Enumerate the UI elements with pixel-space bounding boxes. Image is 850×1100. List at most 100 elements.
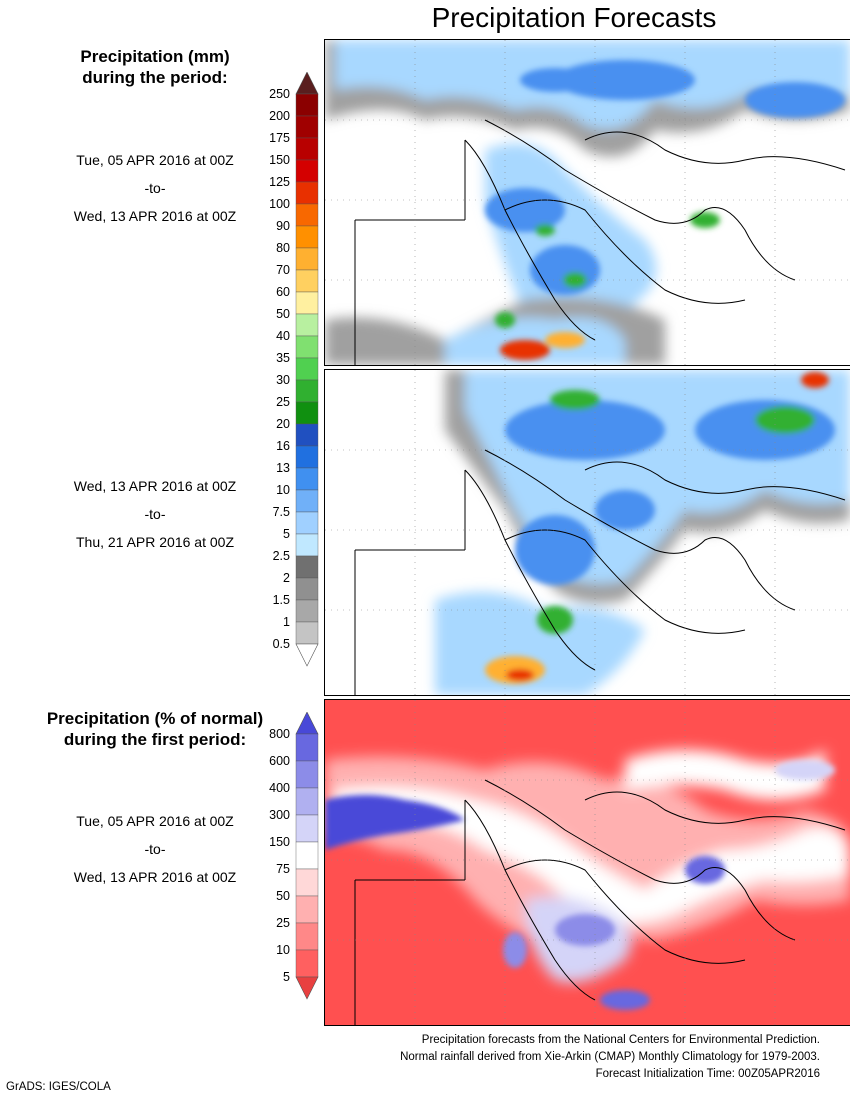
amount-colorbar-tick-label: 80 bbox=[276, 241, 290, 255]
percent-colorbar-tick-label: 75 bbox=[276, 862, 290, 876]
percent-colorbar-swatch bbox=[295, 841, 319, 870]
amount-colorbar-tick-label: 5 bbox=[283, 527, 290, 541]
amount-colorbar-tick-label: 20 bbox=[276, 417, 290, 431]
percent-colorbar-tick-label: 400 bbox=[269, 781, 290, 795]
precip-map-period1 bbox=[325, 40, 850, 365]
amount-colorbar-swatch bbox=[295, 247, 319, 271]
page-title: Precipitation Forecasts bbox=[431, 2, 717, 33]
period2-sep: -to- bbox=[144, 506, 166, 522]
amount-legend-heading: Precipitation (mm) during the period: bbox=[40, 46, 270, 88]
percent-colorbar-bottom-arrow bbox=[295, 976, 319, 1000]
percent-colorbar-swatch bbox=[295, 922, 319, 951]
percent-heading-line1: Precipitation (% of normal) bbox=[46, 709, 264, 728]
amount-colorbar-tick-label: 1 bbox=[283, 615, 290, 629]
amount-colorbar-tick-label: 175 bbox=[269, 131, 290, 145]
amount-colorbar-swatch bbox=[295, 93, 319, 117]
amount-colorbar-swatch bbox=[295, 445, 319, 469]
percent-colorbar-tick-label: 300 bbox=[269, 808, 290, 822]
percent-colorbar bbox=[295, 712, 319, 1000]
amount-colorbar-swatch bbox=[295, 401, 319, 425]
percent-colorbar-swatch bbox=[295, 949, 319, 978]
percent-colorbar-tick-label: 600 bbox=[269, 754, 290, 768]
amount-colorbar-swatch bbox=[295, 489, 319, 513]
amount-colorbar-tick-label: 35 bbox=[276, 351, 290, 365]
amount-colorbar-swatch bbox=[295, 467, 319, 491]
amount-colorbar-tick-label: 200 bbox=[269, 109, 290, 123]
amount-colorbar-swatch bbox=[295, 423, 319, 447]
footer-line1: Precipitation forecasts from the Nationa… bbox=[421, 1034, 820, 1046]
amount-colorbar-tick-label: 13 bbox=[276, 461, 290, 475]
amount-colorbar-tick-label: 7.5 bbox=[272, 505, 290, 519]
amount-colorbar-swatch bbox=[295, 269, 319, 293]
percent-legend-heading: Precipitation (% of normal) during the f… bbox=[20, 708, 290, 750]
amount-colorbar-tick-label: 100 bbox=[269, 197, 290, 211]
amount-colorbar-tick-label: 25 bbox=[276, 395, 290, 409]
percent-colorbar-tick-label: 10 bbox=[276, 943, 290, 957]
percent-colorbar-swatch bbox=[295, 814, 319, 843]
amount-colorbar-swatch bbox=[295, 225, 319, 249]
amount-heading-line1: Precipitation (mm) bbox=[80, 47, 230, 66]
footer-line2: Normal rainfall derived from Xie-Arkin (… bbox=[400, 1051, 820, 1063]
amount-colorbar-tick-label: 2 bbox=[283, 571, 290, 585]
amount-colorbar-top-arrow bbox=[295, 72, 319, 95]
period3-end: Wed, 13 APR 2016 at 00Z bbox=[73, 869, 237, 885]
amount-colorbar-swatch bbox=[295, 511, 319, 535]
amount-colorbar-tick-label: 1.5 bbox=[272, 593, 290, 607]
amount-colorbar-swatch bbox=[295, 203, 319, 227]
percent-heading-line2: during the first period: bbox=[63, 730, 247, 749]
percent-colorbar-top-arrow bbox=[295, 712, 319, 735]
precip-map-period2 bbox=[325, 370, 850, 695]
amount-colorbar-swatch bbox=[295, 599, 319, 623]
amount-colorbar-tick-label: 250 bbox=[269, 87, 290, 101]
period2-label: Wed, 13 APR 2016 at 00Z -to- Thu, 21 APR… bbox=[40, 472, 270, 556]
percent-colorbar-tick-label: 800 bbox=[269, 727, 290, 741]
amount-colorbar-swatch bbox=[295, 533, 319, 557]
amount-colorbar-swatch bbox=[295, 115, 319, 139]
amount-colorbar-tick-label: 50 bbox=[276, 307, 290, 321]
amount-heading-line2: during the period: bbox=[82, 68, 228, 87]
percent-colorbar-swatch bbox=[295, 787, 319, 816]
amount-colorbar-swatch bbox=[295, 313, 319, 337]
percent-colorbar-tick-label: 25 bbox=[276, 916, 290, 930]
amount-colorbar-bottom-arrow bbox=[295, 643, 319, 667]
period3-start: Tue, 05 APR 2016 at 00Z bbox=[76, 813, 234, 829]
amount-colorbar-swatch bbox=[295, 357, 319, 381]
percent-colorbar-swatch bbox=[295, 733, 319, 762]
footer-notes: Precipitation forecasts from the Nationa… bbox=[400, 1032, 820, 1083]
amount-colorbar-tick-label: 150 bbox=[269, 153, 290, 167]
amount-colorbar-swatch bbox=[295, 137, 319, 161]
amount-colorbar-tick-label: 90 bbox=[276, 219, 290, 233]
amount-colorbar-swatch bbox=[295, 181, 319, 205]
period1-sep: -to- bbox=[144, 180, 166, 196]
amount-colorbar-tick-label: 125 bbox=[269, 175, 290, 189]
amount-colorbar-tick-label: 2.5 bbox=[272, 549, 290, 563]
amount-colorbar-swatch bbox=[295, 291, 319, 315]
period2-end: Thu, 21 APR 2016 at 00Z bbox=[76, 534, 234, 550]
amount-colorbar-swatch bbox=[295, 379, 319, 403]
map-panel-percent bbox=[324, 699, 850, 1026]
amount-colorbar-swatch bbox=[295, 159, 319, 183]
amount-colorbar-tick-label: 10 bbox=[276, 483, 290, 497]
percent-colorbar-swatch bbox=[295, 868, 319, 897]
amount-colorbar bbox=[295, 72, 319, 667]
amount-colorbar-swatch bbox=[295, 555, 319, 579]
grads-credit: GrADS: IGES/COLA bbox=[6, 1081, 111, 1093]
percent-colorbar-tick-label: 50 bbox=[276, 889, 290, 903]
amount-colorbar-tick-label: 16 bbox=[276, 439, 290, 453]
period1-label: Tue, 05 APR 2016 at 00Z -to- Wed, 13 APR… bbox=[40, 146, 270, 230]
period3-label: Tue, 05 APR 2016 at 00Z -to- Wed, 13 APR… bbox=[40, 807, 270, 891]
period1-start: Tue, 05 APR 2016 at 00Z bbox=[76, 152, 234, 168]
amount-colorbar-swatch bbox=[295, 621, 319, 645]
amount-colorbar-swatch bbox=[295, 335, 319, 359]
period1-end: Wed, 13 APR 2016 at 00Z bbox=[73, 208, 237, 224]
percent-colorbar-tick-label: 150 bbox=[269, 835, 290, 849]
footer-line3: Forecast Initialization Time: 00Z05APR20… bbox=[595, 1068, 820, 1080]
map-panel-period2 bbox=[324, 369, 850, 696]
amount-colorbar-tick-label: 40 bbox=[276, 329, 290, 343]
amount-colorbar-tick-label: 0.5 bbox=[272, 637, 290, 651]
percent-normal-map bbox=[325, 700, 850, 1025]
amount-colorbar-tick-label: 60 bbox=[276, 285, 290, 299]
period2-start: Wed, 13 APR 2016 at 00Z bbox=[73, 478, 237, 494]
percent-colorbar-tick-label: 5 bbox=[283, 970, 290, 984]
amount-colorbar-tick-label: 30 bbox=[276, 373, 290, 387]
